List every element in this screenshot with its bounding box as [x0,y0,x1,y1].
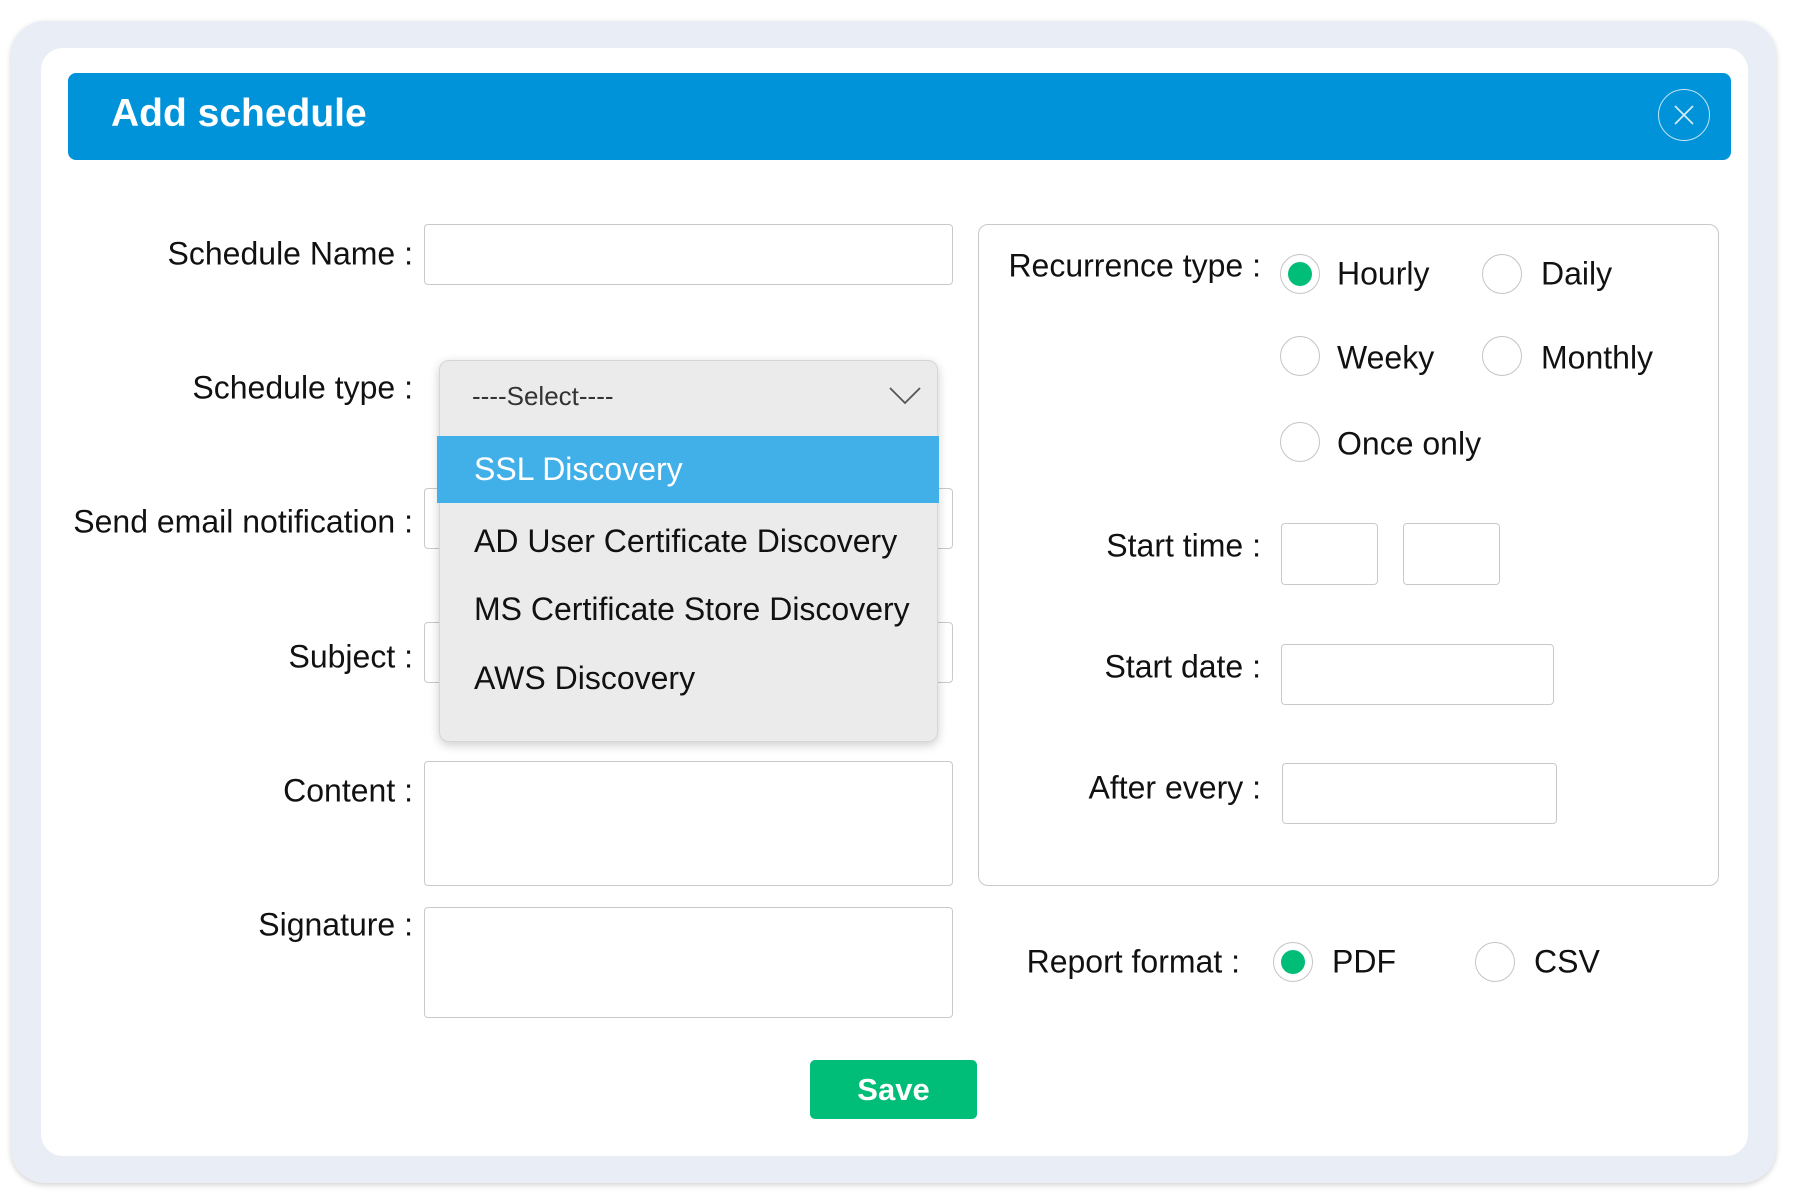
chevron-down-icon [889,387,921,405]
radio-daily[interactable] [1482,254,1522,294]
radio-once-only[interactable] [1280,422,1320,462]
radio-csv-label[interactable]: CSV [1534,943,1600,980]
start-time-hour-input[interactable] [1281,523,1378,585]
start-time-label: Start time : [1106,527,1261,564]
recurrence-panel [978,224,1719,886]
schedule-name-input[interactable] [424,224,953,285]
close-icon [1674,105,1694,125]
start-date-label: Start date : [1104,648,1261,685]
recurrence-type-label: Recurrence type : [1008,247,1261,284]
after-every-input[interactable] [1282,763,1557,824]
content-label: Content : [283,772,413,809]
radio-monthly-label[interactable]: Monthly [1541,339,1654,376]
start-date-input[interactable] [1281,644,1554,705]
radio-weekly[interactable] [1280,336,1320,376]
signature-textarea[interactable] [424,907,953,1018]
subject-label: Subject : [288,638,413,675]
dropdown-option[interactable]: MS Certificate Store Discovery [474,591,910,627]
radio-hourly[interactable] [1280,254,1320,294]
dropdown-option[interactable]: SSL Discovery [437,436,939,503]
dropdown-option[interactable]: AWS Discovery [474,660,696,696]
dialog-title: Add schedule [111,92,367,135]
content-textarea[interactable] [424,761,953,886]
dropdown-placeholder: ----Select---- [472,381,614,411]
schedule-type-label: Schedule type : [192,369,413,406]
radio-pdf[interactable] [1273,942,1313,982]
start-time-minute-input[interactable] [1403,523,1500,585]
after-every-label: After every : [1088,769,1262,806]
radio-hourly-label[interactable]: Hourly [1337,255,1430,292]
radio-monthly[interactable] [1482,336,1522,376]
close-button[interactable] [1658,89,1710,141]
dropdown-option[interactable]: AD User Certificate Discovery [474,523,898,559]
schedule-type-dropdown[interactable]: ----Select---- SSL Discovery AD User Cer… [437,360,939,742]
report-format-label: Report format : [1026,943,1240,980]
signature-label: Signature : [258,906,413,943]
radio-once-only-label[interactable]: Once only [1337,425,1482,462]
save-button[interactable]: Save [810,1060,977,1119]
radio-weekly-label[interactable]: Weeky [1337,339,1435,376]
dialog-header [68,73,1731,160]
radio-pdf-label[interactable]: PDF [1332,943,1396,980]
radio-daily-label[interactable]: Daily [1541,255,1613,292]
schedule-name-label: Schedule Name : [167,235,413,272]
radio-csv[interactable] [1475,942,1515,982]
send-email-label: Send email notification : [73,503,413,540]
